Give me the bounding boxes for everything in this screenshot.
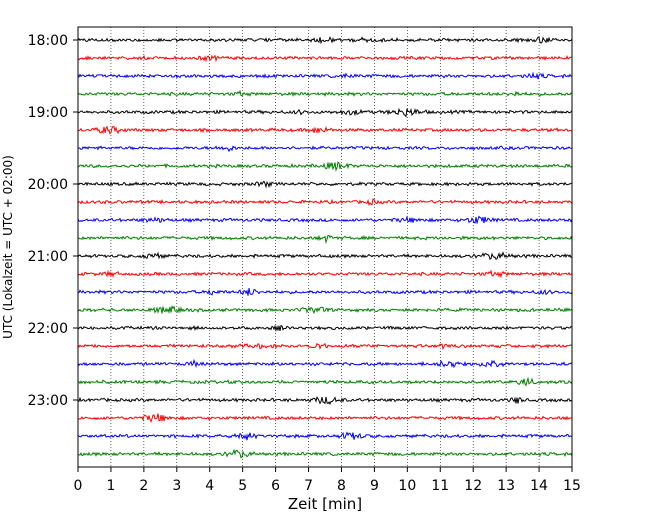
trace-line	[77, 145, 573, 153]
trace-line	[77, 448, 573, 459]
x-tick-label: 2	[139, 478, 148, 494]
trace-line	[77, 269, 573, 279]
y-axis: 18:00 19:00 20:00 21:00 22:00 23:00	[28, 33, 78, 409]
x-tick-label: 1	[106, 478, 115, 494]
x-tick-label: 15	[563, 478, 581, 494]
y-tick-label: 20:00	[28, 177, 68, 193]
trace-line	[77, 304, 573, 315]
x-tick-label: 10	[398, 478, 416, 494]
trace-line	[77, 234, 573, 245]
plot-frame	[77, 26, 573, 468]
trace-line	[77, 54, 573, 63]
trace-line	[77, 107, 573, 118]
x-tick-label: 6	[271, 478, 280, 494]
x-tick-label: 4	[205, 478, 214, 494]
y-tick-label: 22:00	[28, 321, 68, 337]
x-tick-label: 8	[337, 478, 346, 494]
x-tick-label: 0	[74, 478, 83, 494]
x-tick-label: 13	[497, 478, 515, 494]
x-tick-label: 11	[431, 478, 449, 494]
trace-line	[77, 36, 573, 45]
y-axis-label: UTC (Lokalzeit = UTC + 02:00)	[1, 155, 15, 339]
trace-line	[77, 324, 573, 332]
trace-line	[77, 180, 573, 189]
grid-layer	[110, 27, 540, 467]
x-axis: 0 1 2 3 4 5 6 7 8 9 10 11 12 13 14 15	[74, 467, 581, 494]
trace-line	[77, 215, 573, 224]
trace-line	[77, 125, 573, 135]
trace-layer	[77, 36, 573, 459]
trace-line	[77, 396, 573, 406]
y-tick-label: 19:00	[28, 105, 68, 121]
trace-line	[77, 358, 573, 369]
trace-line	[77, 431, 573, 441]
x-tick-label: 5	[238, 478, 247, 494]
trace-line	[77, 342, 573, 351]
trace-line	[77, 413, 573, 424]
x-tick-label: 9	[370, 478, 379, 494]
trace-line	[77, 288, 573, 296]
x-tick-label: 14	[530, 478, 548, 494]
x-tick-label: 7	[304, 478, 313, 494]
x-axis-label: Zeit [min]	[288, 495, 362, 513]
trace-line	[77, 376, 573, 387]
y-tick-label: 21:00	[28, 249, 68, 265]
x-tick-label: 12	[464, 478, 482, 494]
x-tick-label: 3	[172, 478, 181, 494]
trace-line	[77, 251, 573, 260]
trace-line	[77, 198, 573, 207]
y-tick-label: 23:00	[28, 393, 68, 409]
trace-line	[77, 89, 573, 98]
y-tick-label: 18:00	[28, 33, 68, 49]
trace-line	[77, 71, 573, 80]
trace-line	[77, 161, 573, 172]
